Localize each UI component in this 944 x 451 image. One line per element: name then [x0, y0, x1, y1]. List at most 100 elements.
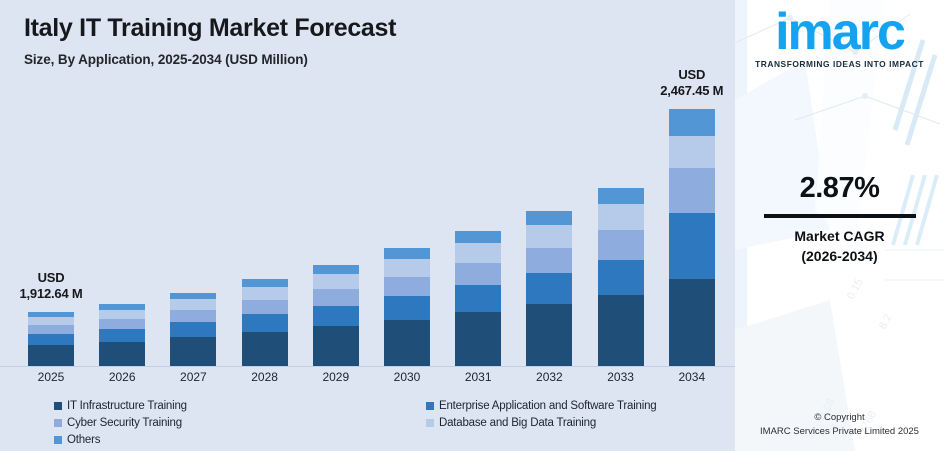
x-tick-2030: 2030	[393, 370, 421, 384]
copyright-notice: © Copyright IMARC Services Private Limit…	[735, 411, 944, 440]
bar-segment[interactable]	[668, 168, 715, 213]
bar-segment[interactable]	[312, 305, 359, 327]
logo-tagline: TRANSFORMING IDEAS INTO IMPACT	[755, 59, 924, 70]
stacked-bar[interactable]	[455, 230, 502, 367]
bar-segment[interactable]	[384, 259, 430, 277]
stacked-bar[interactable]	[170, 292, 217, 367]
bar-segment[interactable]	[241, 331, 288, 367]
bar-segment[interactable]	[99, 341, 146, 367]
bar-segment[interactable]	[668, 279, 715, 367]
bar-segment[interactable]	[455, 312, 502, 367]
stacked-bar[interactable]	[312, 264, 359, 367]
bar-segment[interactable]	[312, 289, 359, 306]
bar-segment[interactable]	[597, 295, 644, 367]
bar-group-2031[interactable]	[445, 230, 511, 367]
bar-segment[interactable]	[455, 242, 502, 263]
bar-segment[interactable]	[526, 210, 573, 225]
bar-segment[interactable]	[668, 213, 715, 279]
bar-group-2032[interactable]	[516, 210, 582, 367]
x-tick-2027: 2027	[180, 370, 207, 384]
bar-segment[interactable]	[28, 334, 74, 345]
legend-item[interactable]: Enterprise Application and Software Trai…	[426, 398, 706, 413]
chart-subtitle: Size, By Application, 2025-2034 (USD Mil…	[24, 51, 308, 67]
x-tick-2026: 2026	[108, 370, 136, 384]
stacked-bar[interactable]	[28, 312, 74, 367]
bar-segment[interactable]	[170, 292, 217, 300]
x-tick-2025: 2025	[37, 370, 65, 384]
bar-segment[interactable]	[384, 295, 430, 320]
cagr-value: 2.87%	[799, 172, 880, 204]
bar-segment[interactable]	[241, 287, 288, 300]
cagr-caption-line-1: Market CAGR	[794, 228, 885, 244]
bar-segment[interactable]	[384, 276, 430, 296]
plot-area: USD 1,912.64 M USD 2,467.45 M	[0, 60, 735, 367]
bar-segment[interactable]	[170, 310, 217, 323]
bar-group-2030[interactable]	[374, 248, 440, 367]
bar-segment[interactable]	[99, 309, 146, 319]
bar-segment[interactable]	[241, 299, 288, 315]
bar-segment[interactable]	[312, 274, 359, 290]
bar-segment[interactable]	[170, 337, 217, 367]
bar-group-2029[interactable]	[303, 264, 369, 367]
bar-segment[interactable]	[28, 312, 74, 317]
bar-segment[interactable]	[455, 285, 502, 313]
end-value-annotation: USD 2,467.45 M	[622, 67, 762, 100]
legend-item[interactable]: IT Infrastructure Training	[54, 398, 426, 413]
bar-group-2025[interactable]	[18, 312, 84, 367]
legend-item[interactable]: Cyber Security Training	[54, 415, 426, 430]
bar-segment[interactable]	[597, 204, 644, 231]
bar-segment[interactable]	[526, 273, 573, 305]
legend-swatch-icon	[54, 401, 62, 410]
stacked-bar[interactable]	[241, 279, 288, 367]
bar-group-2033[interactable]	[588, 188, 654, 367]
cagr-caption-line-2: (2026-2034)	[801, 248, 878, 265]
x-tick-2028: 2028	[251, 370, 278, 384]
bar-segment[interactable]	[455, 262, 502, 286]
bar-segment[interactable]	[597, 259, 644, 296]
bar-segment[interactable]	[170, 299, 217, 311]
end-value-amount: 2,467.45 M	[660, 83, 724, 99]
bar-segment[interactable]	[241, 279, 288, 288]
stacked-bar[interactable]	[526, 210, 573, 367]
bar-segment[interactable]	[597, 230, 644, 260]
bar-segment[interactable]	[526, 224, 573, 248]
bar-segment[interactable]	[668, 109, 715, 136]
stacked-bar[interactable]	[597, 188, 644, 367]
bar-group-2034[interactable]	[659, 109, 725, 367]
bar-group-2027[interactable]	[160, 292, 226, 367]
stacked-bar[interactable]	[668, 109, 715, 367]
legend-swatch-icon	[426, 418, 434, 427]
legend-item[interactable]: Others	[54, 432, 426, 447]
bar-segment[interactable]	[312, 326, 359, 367]
bar-segment[interactable]	[28, 325, 74, 334]
bar-segment[interactable]	[241, 314, 288, 332]
bar-segment[interactable]	[597, 188, 644, 205]
bar-segment[interactable]	[526, 247, 573, 274]
bar-segment[interactable]	[99, 318, 146, 330]
stacked-bar[interactable]	[384, 248, 430, 367]
bar-segment[interactable]	[28, 345, 74, 367]
bar-segment[interactable]	[455, 230, 502, 243]
bar-group-2026[interactable]	[89, 304, 155, 367]
bar-segment[interactable]	[99, 304, 146, 310]
imarc-logo: imarc TRANSFORMING IDEAS INTO IMPACT	[735, 6, 944, 70]
bar-segment[interactable]	[384, 319, 430, 367]
stacked-bar[interactable]	[99, 304, 146, 367]
watermark-graphic: 0.15 8.2 0.58 2768	[735, 0, 944, 451]
bar-segment[interactable]	[312, 264, 359, 275]
market-cagr-block: 2.87% Market CAGR (2026-2034)	[735, 172, 944, 267]
bar-group-2028[interactable]	[232, 279, 298, 367]
bar-segment[interactable]	[526, 304, 573, 367]
bar-segment[interactable]	[170, 322, 217, 338]
bar-segment[interactable]	[384, 248, 430, 260]
bar-segment[interactable]	[99, 329, 146, 342]
cagr-caption: Market CAGR (2026-2034)	[735, 226, 944, 267]
bar-segment[interactable]	[28, 317, 74, 325]
chart-panel: Italy IT Training Market Forecast Size, …	[0, 14, 735, 447]
start-value-currency: USD	[37, 270, 65, 285]
page-title: Italy IT Training Market Forecast	[24, 14, 397, 42]
legend-item[interactable]: Database and Big Data Training	[426, 415, 706, 430]
bar-segment[interactable]	[668, 136, 715, 168]
start-value-amount: 1,912.64 M	[19, 286, 83, 302]
legend-swatch-icon	[54, 435, 62, 444]
